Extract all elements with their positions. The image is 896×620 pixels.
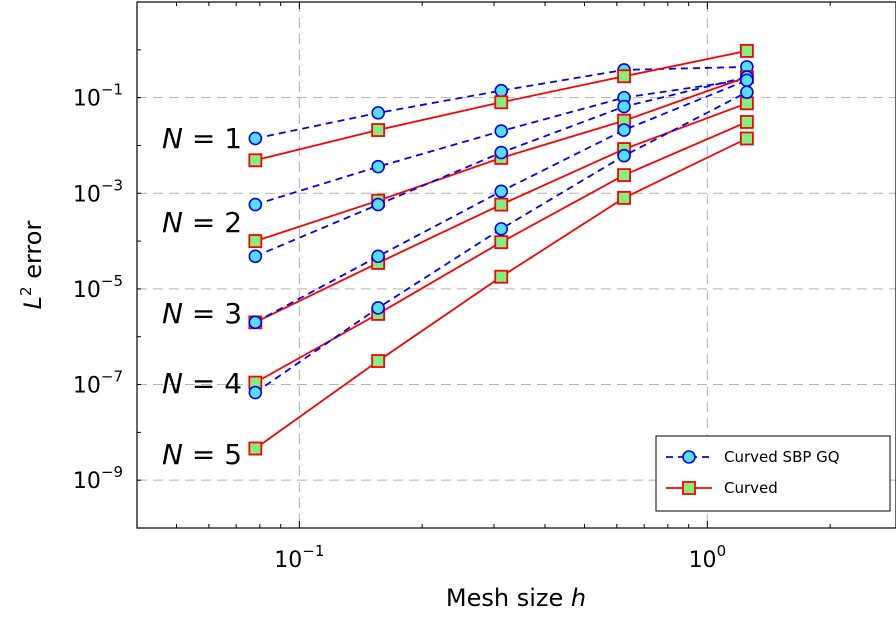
legend-entry: Curved SBP GQ: [666, 448, 840, 466]
data-point-circle: [494, 184, 509, 199]
data-point-square: [494, 197, 509, 212]
series-line: [254, 91, 748, 394]
data-point-square: [248, 153, 263, 168]
data-point-square: [739, 96, 754, 111]
data-point-circle: [617, 99, 631, 114]
data-point-circle: [494, 124, 509, 138]
data-point-circle: [371, 159, 385, 174]
data-point-circle: [248, 249, 263, 264]
x-tick-label: 10−1: [274, 542, 324, 573]
n-label: N = 3: [162, 297, 242, 330]
data-point-circle: [494, 145, 509, 160]
legend-box: [655, 435, 891, 512]
data-point-circle: [371, 249, 385, 264]
data-point-square: [617, 191, 631, 205]
minor-ticks: [136, 1, 831, 529]
data-point-circle: [248, 385, 263, 400]
data-point-circle: [617, 123, 631, 137]
data-point-circle: [371, 197, 385, 212]
series-sbp-gq-n4: [248, 73, 754, 330]
data-point-circle: [248, 197, 263, 212]
legend-label: Curved SBP GQ: [724, 448, 840, 466]
legend-marker-circle: [682, 450, 696, 464]
data-point-circle: [617, 148, 631, 163]
data-point-circle: [371, 106, 385, 120]
data-point-square: [248, 441, 263, 456]
legend-entry: Curved: [666, 479, 778, 497]
series-sbp-gq-n5: [248, 85, 754, 400]
series-layer: [248, 43, 754, 456]
legend-label: Curved: [724, 479, 778, 497]
data-point-square: [617, 69, 631, 84]
data-point-square: [617, 168, 631, 182]
data-point-circle: [494, 83, 509, 98]
y-tick-label: 10−3: [73, 176, 123, 207]
data-point-square: [739, 131, 754, 146]
x-tick-labels: 10−1 100: [274, 542, 726, 573]
plot-frame: [136, 1, 896, 529]
y-tick-labels: 10−1 10−3 10−5 10−7 10−9: [73, 81, 123, 495]
data-point-circle: [248, 315, 263, 330]
data-point-circle: [494, 222, 509, 236]
data-point-square: [371, 123, 386, 137]
data-point-square: [494, 269, 509, 284]
data-point-square: [739, 43, 754, 58]
x-axis-label: Mesh size h: [446, 584, 586, 612]
n-label: N = 5: [162, 438, 242, 471]
y-axis-label: L2 error: [17, 221, 47, 310]
data-point-square: [739, 115, 754, 129]
series-curved-n5: [248, 131, 754, 456]
y-tick-label: 10−1: [73, 81, 123, 112]
data-point-circle: [248, 131, 263, 146]
annotations: N = 1 N = 2 N = 3 N = 4 N = 5: [162, 122, 242, 471]
data-point-circle: [371, 301, 385, 315]
legend: Curved SBP GQ Curved: [655, 435, 891, 512]
data-point-circle: [740, 73, 754, 88]
data-point-square: [371, 354, 386, 368]
legend-marker-square: [682, 481, 696, 495]
data-point-circle: [740, 85, 754, 99]
n-label: N = 1: [162, 122, 242, 155]
data-point-square: [494, 235, 509, 250]
n-label: N = 4: [162, 367, 242, 400]
series-curved-n1: [248, 43, 754, 168]
x-tick-label: 100: [689, 542, 727, 573]
series-sbp-gq-n3: [248, 70, 754, 264]
y-tick-label: 10−9: [73, 463, 123, 494]
y-tick-label: 10−7: [73, 368, 123, 399]
data-point-square: [248, 234, 263, 248]
y-tick-label: 10−5: [73, 272, 123, 303]
data-point-square: [494, 95, 509, 110]
n-label: N = 2: [162, 206, 242, 239]
